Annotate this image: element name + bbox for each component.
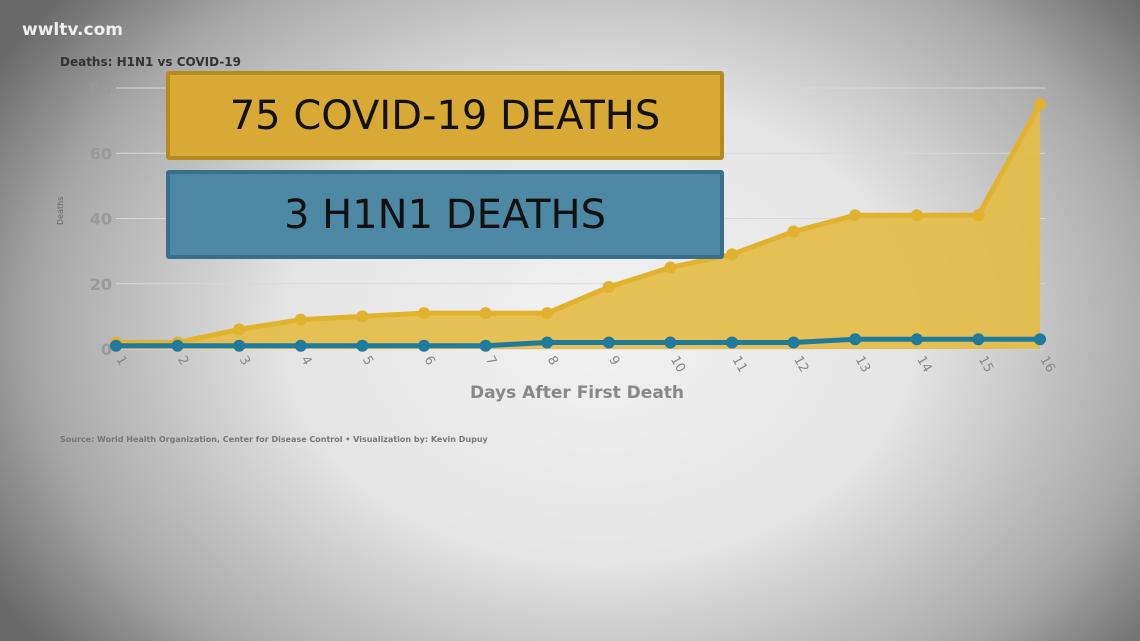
covid-point (1034, 98, 1046, 111)
x-tick-label: 1 (113, 354, 130, 369)
covid-point (479, 307, 492, 320)
watermark-logo: wwltv.com (22, 20, 123, 40)
covid-point (541, 307, 554, 320)
x-tick-label: 8 (544, 354, 561, 369)
y-tick-label: 0 (101, 340, 112, 359)
x-tick-label: 6 (421, 354, 438, 369)
h1n1-point (1034, 333, 1046, 346)
covid-point (602, 281, 615, 294)
y-axis-label: Deaths (56, 196, 65, 225)
x-tick-label: 9 (605, 354, 622, 369)
h1n1-point (664, 336, 677, 349)
x-tick-label: 5 (359, 354, 376, 369)
covid-point (664, 261, 677, 274)
h1n1-point (602, 336, 615, 349)
x-tick-label: 2 (174, 354, 191, 369)
h1n1-point (171, 339, 184, 352)
covid-area (116, 104, 1040, 349)
h1n1-point (787, 336, 800, 349)
x-tick-label: 11 (729, 354, 750, 376)
h1n1-callout: 3 H1N1 DEATHS (166, 170, 724, 259)
covid-line (116, 103, 1043, 345)
h1n1-point (418, 339, 430, 352)
covid-point (910, 209, 923, 222)
h1n1-point (849, 333, 862, 346)
h1n1-point (110, 339, 122, 352)
covid-point (726, 248, 738, 261)
h1n1-point (233, 339, 246, 352)
chart-title: Deaths: H1N1 vs COVID-19 (60, 55, 242, 69)
covid-point (294, 313, 307, 326)
covid-point (356, 310, 369, 323)
covid-point (418, 307, 430, 320)
x-tick-label: 10 (667, 354, 688, 376)
y-tick-label: 60 (90, 144, 112, 163)
h1n1-line (116, 336, 1040, 349)
x-axis-label: Days After First Death (470, 383, 685, 403)
x-tick-label: 16 (1037, 354, 1058, 376)
h1n1-point (972, 333, 985, 346)
h1n1-point (726, 336, 738, 349)
y-tick-label: 40 (90, 210, 112, 229)
h1n1-point (910, 333, 923, 346)
x-tick-label: 13 (852, 354, 873, 376)
covid-point (972, 209, 985, 222)
h1n1-point (541, 336, 554, 349)
x-tick-label: 7 (482, 354, 499, 369)
covid-point (849, 209, 862, 222)
y-tick-label: 20 (90, 275, 112, 294)
h1n1-point (479, 339, 492, 352)
h1n1-point (294, 339, 307, 352)
y-tick-label: 80 (90, 79, 112, 98)
covid-point (787, 225, 800, 238)
x-tick-label: 15 (975, 354, 996, 376)
x-tick-label: 12 (790, 354, 811, 376)
x-tick-label: 4 (297, 354, 314, 369)
covid-point (233, 323, 246, 336)
x-tick-label: 14 (913, 354, 934, 376)
h1n1-point (356, 339, 369, 352)
source-note: Source: World Health Organization, Cente… (60, 435, 488, 444)
covid-callout: 75 COVID-19 DEATHS (166, 71, 724, 160)
x-tick-label: 3 (236, 354, 253, 369)
